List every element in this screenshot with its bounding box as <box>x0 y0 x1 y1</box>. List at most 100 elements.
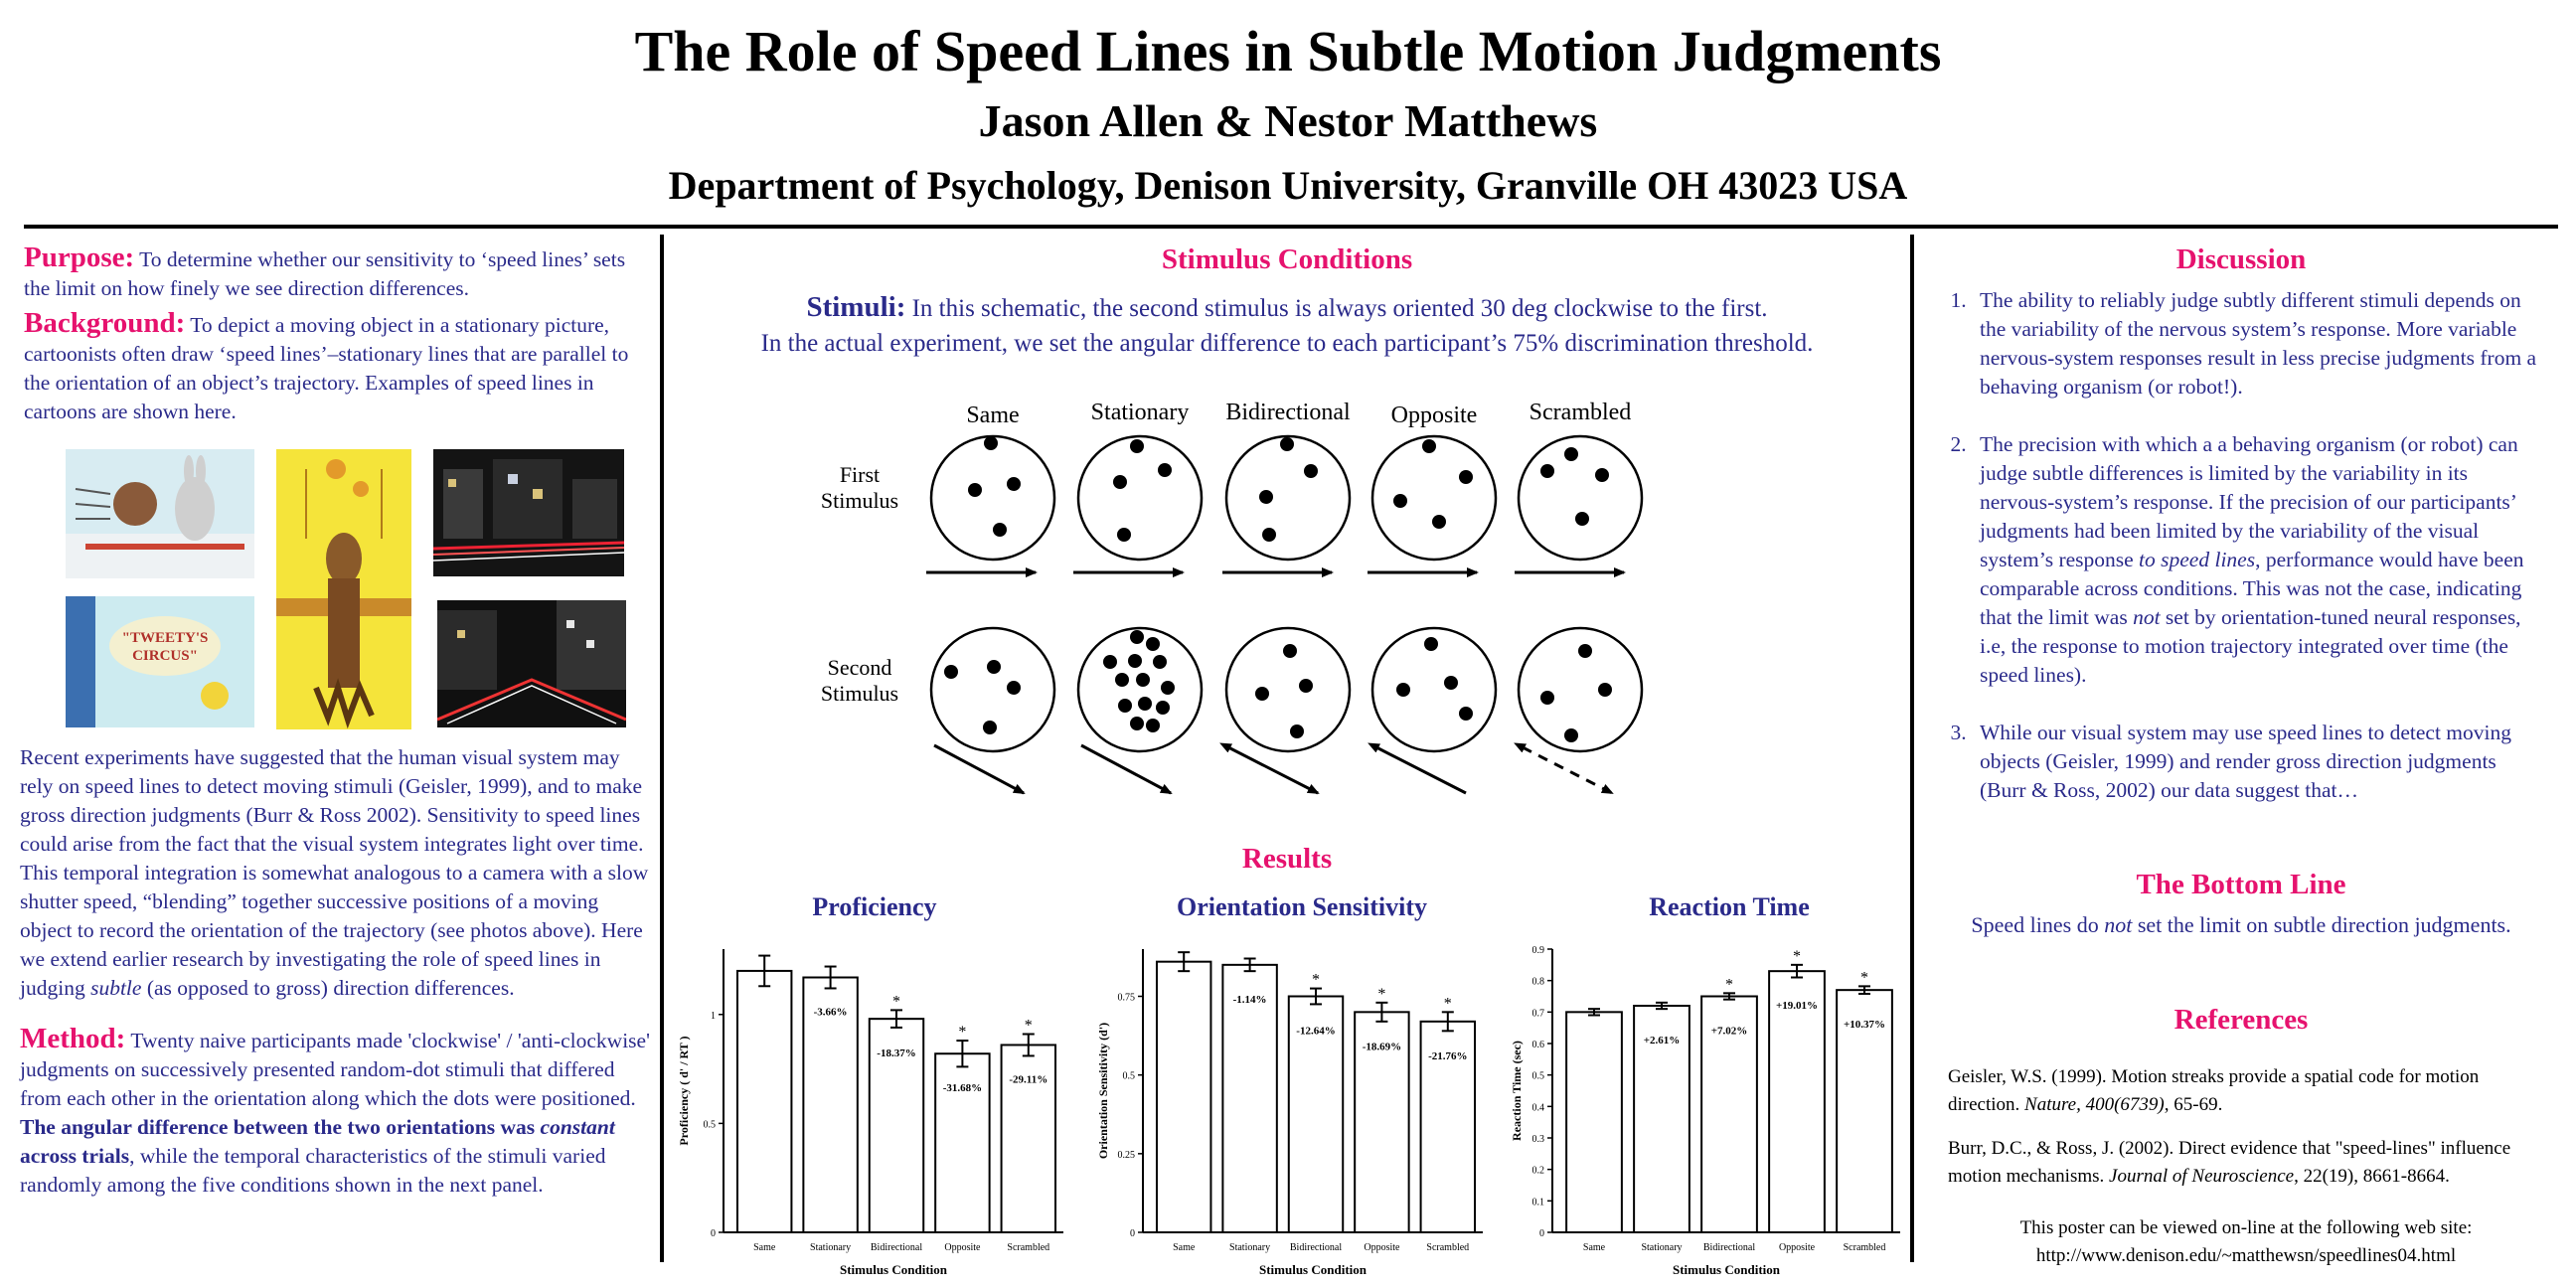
x-tick-label: Bidirectional <box>1703 1242 1755 1253</box>
method-label: Method: <box>20 1023 126 1054</box>
chart-proficiency: 0 0.5 1 Proficiency ( d' / RT ) Stimulus Con… <box>677 949 1063 1277</box>
y-tick-label: 0.5 <box>704 1119 717 1130</box>
recent-text-b: (as opposed to gross) direction differen… <box>141 976 515 1000</box>
left-column-lower: Recent experiments have suggested that t… <box>20 743 650 1200</box>
poster-affiliation: Department of Psychology, Denison Univer… <box>668 163 1908 208</box>
x-tick-label: Opposite <box>1364 1242 1400 1253</box>
reference-2-a: Burr, D.C., & Ross, J. (2002). Direct ev… <box>1948 1138 2511 1187</box>
x-axis-label: Stimulus Condition <box>1673 1262 1781 1277</box>
method-text-a: Twenty naive participants made 'clockwis… <box>20 1029 650 1110</box>
reference-1-a: Geisler, W.S. (1999). Motion streaks pro… <box>1948 1066 2480 1115</box>
bar-scrambled <box>1000 1044 1057 1234</box>
reference-1-b: , 65-69. <box>2164 1094 2223 1115</box>
discussion-item-2: The precision with which a a behaving or… <box>1972 430 2546 690</box>
cartoon-image-bugs-bunny <box>66 449 254 578</box>
percent-change-label: +7.02% <box>1711 1026 1748 1038</box>
y-tick-label: 0.7 <box>1532 1008 1545 1019</box>
online-note-line1: This poster can be viewed on-line at the… <box>2019 1217 2473 1238</box>
condition-label-stationary: Stationary <box>1091 400 1190 425</box>
bar-opposite <box>1768 970 1826 1234</box>
y-tick-label: 0.2 <box>1532 1166 1545 1177</box>
first-stimulus-circle-bidirectional <box>1224 434 1352 562</box>
y-tick-label: 0.5 <box>1123 1071 1136 1082</box>
method-bold-b: across trials <box>20 1144 130 1168</box>
y-tick-label: 0.1 <box>1532 1197 1545 1208</box>
tweety-caption-line2: CIRCUS" <box>132 648 198 664</box>
y-axis-label: Orientation Sensitivity (d') <box>1096 1023 1110 1159</box>
purpose-paragraph: Purpose: To determine whether our sensit… <box>24 243 650 303</box>
purpose-text: To determine whether our sensitivity to … <box>24 247 626 300</box>
y-tick-label: 0.75 <box>1118 993 1136 1004</box>
online-url[interactable]: http://www.denison.edu/~matthewsn/speedl… <box>2035 1245 2457 1266</box>
second-stimulus-label-2: Stimulus <box>821 681 898 706</box>
x-tick-label: Opposite <box>1779 1242 1816 1253</box>
discussion-title: Discussion <box>2175 243 2307 275</box>
column-divider-right <box>1910 235 1914 1262</box>
discussion-item-2-b: , performance would have been comparable… <box>1980 548 2524 629</box>
first-stimulus-label-1: First <box>840 462 880 487</box>
x-tick-label: Scrambled <box>1007 1242 1049 1253</box>
bottom-line-b: set the limit on subtle direction judgme… <box>2132 912 2511 937</box>
discussion-list: The ability to reliably judge subtly dif… <box>1938 286 2546 805</box>
discussion-item-3: While our visual system may use speed li… <box>1972 719 2546 805</box>
x-tick-label: Opposite <box>944 1242 981 1253</box>
percent-change-label: -21.76% <box>1428 1050 1467 1062</box>
y-tick-label: 0.9 <box>1532 945 1545 956</box>
discussion-item-1: The ability to reliably judge subtly dif… <box>1972 286 2546 402</box>
bar-same <box>1155 960 1212 1234</box>
discussion-item-2-em2: not <box>2133 605 2161 629</box>
significance-star: * <box>958 1024 966 1041</box>
method-text-b: , while the temporal characteristics of … <box>20 1144 606 1197</box>
bottom-line-text: Speed lines do not set the limit on subt… <box>1918 912 2564 938</box>
method-bold-a: The angular difference between the two o… <box>20 1115 541 1139</box>
second-stimulus-circle-stationary <box>1076 626 1204 753</box>
first-stimulus-circle-opposite <box>1370 434 1498 562</box>
bar-same <box>1565 1011 1623 1234</box>
y-tick-label: 0.25 <box>1118 1150 1136 1161</box>
references-title: References <box>2174 1004 2309 1036</box>
discussion-item-2-c: set by orientation-tuned neural response… <box>1980 605 2521 687</box>
significance-star: * <box>1025 1018 1033 1035</box>
percent-change-label: +19.01% <box>1776 1000 1818 1012</box>
recent-text-a: Recent experiments have suggested that t… <box>20 745 649 1000</box>
cartoon-image-tweety: "TWEETY'S CIRCUS" <box>66 596 254 727</box>
second-stimulus-label-1: Second <box>828 655 892 680</box>
reference-2: Burr, D.C., & Ross, J. (2002). Direct ev… <box>1948 1135 2554 1191</box>
bar-same <box>735 969 793 1234</box>
x-tick-label: Scrambled <box>1844 1242 1886 1253</box>
x-tick-label: Stationary <box>1641 1242 1682 1253</box>
first-stimulus-label-2: Stimulus <box>821 488 898 513</box>
method-bold-emphasis: constant <box>540 1115 615 1139</box>
second-stimulus-circle-opposite <box>1370 626 1498 753</box>
significance-star: * <box>1312 972 1320 989</box>
x-tick-label: Scrambled <box>1426 1242 1469 1253</box>
header-divider <box>24 225 2558 229</box>
significance-star: * <box>1725 976 1733 993</box>
percent-change-label: +2.61% <box>1644 1035 1681 1046</box>
chart-title-orientation: Orientation Sensitivity <box>1176 892 1428 921</box>
x-axis-label: Stimulus Condition <box>1259 1262 1368 1277</box>
percent-change-label: -31.68% <box>943 1082 982 1094</box>
y-tick-label: 0 <box>711 1228 716 1239</box>
first-stimulus-circle-same <box>929 434 1056 562</box>
condition-label-scrambled: Scrambled <box>1530 400 1632 425</box>
bottom-line-em: not <box>2104 912 2133 937</box>
percent-change-label: -1.14% <box>1233 994 1267 1006</box>
stimuli-description: Stimuli: In this schematic, the second s… <box>666 290 1908 361</box>
online-note: This poster can be viewed on-line at the… <box>1918 1214 2574 1270</box>
percent-change-label: +10.37% <box>1844 1019 1885 1031</box>
discussion-item-2-em1: to speed lines <box>2139 548 2256 571</box>
stimulus-schematic: Same Stationary Bidirectional Opposite S… <box>821 400 1644 795</box>
background-label: Background: <box>24 307 186 339</box>
bottom-line-a: Speed lines do <box>1971 912 2105 937</box>
tweety-caption-line1: "TWEETY'S <box>122 630 209 646</box>
y-tick-label: 0.3 <box>1532 1134 1545 1145</box>
y-tick-label: 0.5 <box>1532 1071 1545 1082</box>
y-tick-label: 0 <box>1539 1228 1544 1239</box>
recent-text-emphasis: subtle <box>90 976 142 1000</box>
x-axis-label: Stimulus Condition <box>840 1262 948 1277</box>
background-text: To depict a moving object in a stationar… <box>24 313 629 423</box>
column-divider-left <box>660 235 664 1262</box>
x-tick-label: Same <box>1583 1242 1606 1253</box>
x-tick-label: Bidirectional <box>871 1242 922 1253</box>
